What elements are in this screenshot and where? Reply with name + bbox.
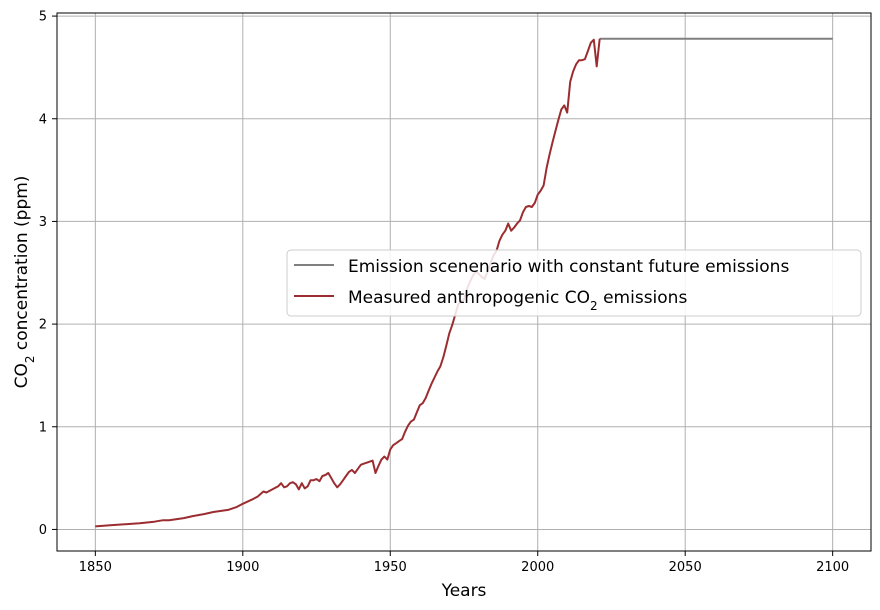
legend-label-measured-prefix: Measured anthropogenic CO	[348, 288, 590, 308]
series-lines	[95, 37, 833, 528]
x-axis-title: Years	[441, 581, 487, 601]
legend-label-scenario: Emission scenenario with constant future…	[348, 257, 789, 277]
x-tick-label: 2000	[521, 560, 554, 575]
x-tick-label: 1900	[226, 560, 259, 575]
y-tick-label: 0	[39, 523, 47, 538]
y-axis-title-prefix: CO	[12, 363, 32, 388]
y-tick-label: 2	[39, 318, 47, 333]
y-tick-label: 5	[39, 10, 47, 25]
y-axis-title-subscript: 2	[23, 356, 37, 364]
y-axis-title: CO2 concentration (ppm)	[12, 176, 37, 389]
series-line-measured-emissions	[95, 38, 601, 528]
x-tick-label: 1850	[79, 560, 112, 575]
y-tick-label: 3	[39, 215, 47, 230]
legend: Emission scenenario with constant future…	[286, 249, 862, 317]
legend-label-measured-subscript: 2	[590, 299, 598, 313]
x-axis-ticks: 1850 1900 1950 2000 2050 2100	[79, 551, 849, 575]
plot-area-frame	[56, 12, 872, 552]
x-tick-label: 1950	[374, 560, 407, 575]
legend-label-measured: Measured anthropogenic CO2 emissions	[348, 288, 687, 313]
x-tick-label: 2100	[816, 560, 849, 575]
x-tick-label: 2050	[669, 560, 702, 575]
y-tick-label: 1	[39, 420, 47, 435]
y-axis-ticks: 0 1 2 3 4 5	[39, 10, 57, 538]
legend-label-measured-suffix: emissions	[598, 288, 688, 308]
y-tick-label: 4	[39, 112, 47, 127]
y-axis-title-suffix: concentration (ppm)	[12, 176, 32, 356]
legend-box	[286, 249, 862, 317]
